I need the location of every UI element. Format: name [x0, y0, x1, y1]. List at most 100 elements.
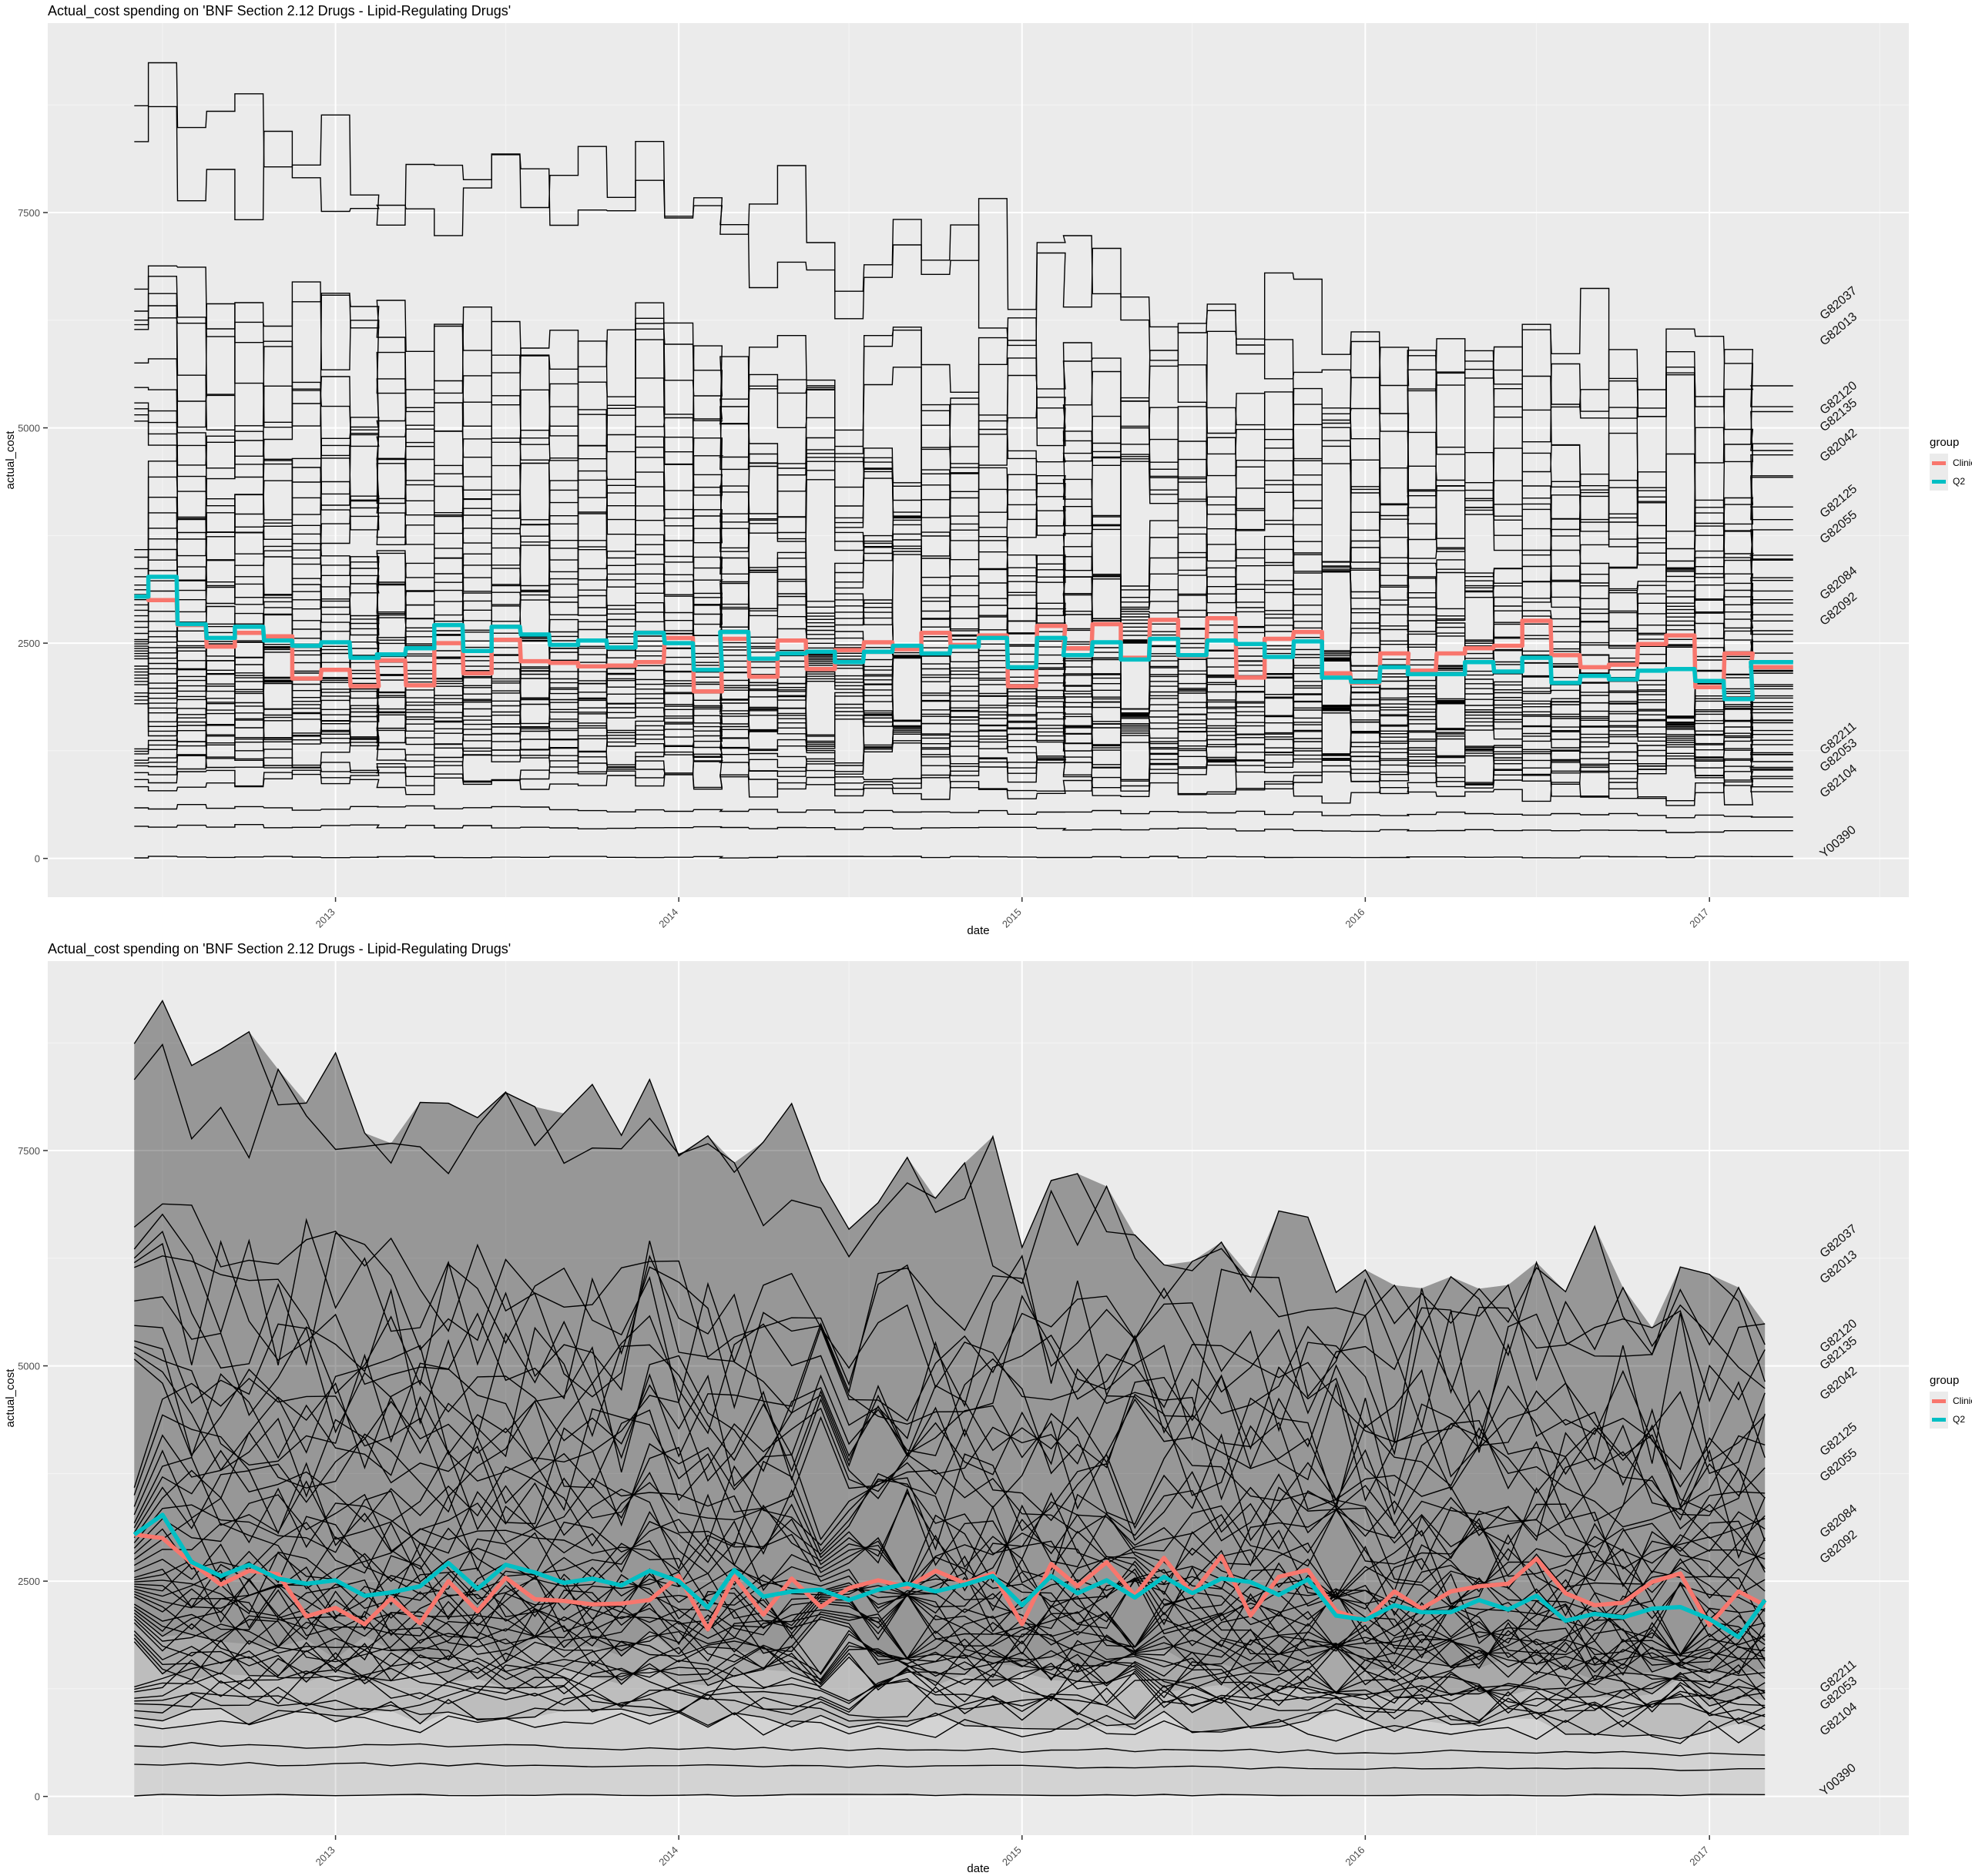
legend-item-clinic: Clinic — [1930, 1392, 1972, 1410]
legend-item-q2: Q2 — [1930, 1410, 1972, 1429]
practice-line — [134, 1669, 1766, 1714]
practice-line — [134, 856, 1793, 859]
practice-line — [133, 1203, 1766, 1475]
practice-line — [133, 1493, 1766, 1604]
practice-line — [134, 1675, 1766, 1723]
practice-line — [133, 1637, 1766, 1700]
x-tick-label: 2013 — [314, 1844, 337, 1868]
practice-line — [134, 1657, 1766, 1713]
practice-line — [134, 1555, 1766, 1646]
legend-item-clinic: Clinic — [1930, 454, 1972, 472]
practice-line — [134, 1680, 1766, 1724]
practice-line — [134, 1652, 1766, 1709]
practice-line — [134, 1583, 1766, 1666]
y-axis-label: actual_cost — [4, 430, 17, 490]
practice-line — [133, 1230, 1766, 1442]
practice-line — [133, 1000, 1766, 1382]
practice-line — [134, 1571, 1766, 1656]
series-line-q2 — [132, 1513, 1767, 1640]
practice-line — [133, 1352, 1766, 1539]
series-line-q2 — [134, 575, 1793, 702]
practice-line — [134, 1794, 1766, 1797]
legend-label-clinic: Clinic — [1953, 457, 1972, 468]
practice-line — [134, 1569, 1766, 1661]
y-tick-label: 5000 — [18, 423, 40, 434]
x-tick-label: 2016 — [1343, 1844, 1367, 1868]
practice-line — [134, 1659, 1766, 1717]
y-tick-label: 0 — [35, 853, 40, 865]
practice-line — [134, 1562, 1766, 1655]
plot-background — [48, 961, 1909, 1835]
legend-key-q2 — [1930, 472, 1948, 491]
practice-line — [134, 1761, 1766, 1771]
practice-line — [133, 1622, 1766, 1686]
top-chart-panel: Actual_cost spending on 'BNF Section 2.1… — [4, 3, 1972, 937]
legend-label-q2: Q2 — [1953, 476, 1966, 487]
practice-line — [134, 804, 1793, 819]
x-tick-label: 2015 — [1000, 906, 1024, 930]
practice-line — [134, 1288, 1766, 1488]
practice-line — [134, 1552, 1766, 1639]
practice-lines — [133, 1000, 1766, 1797]
ribbon-band — [134, 1000, 1766, 1680]
x-tick-label: 2016 — [1343, 906, 1367, 930]
legend-label-q2: Q2 — [1953, 1414, 1966, 1425]
legend-title: group — [1930, 436, 1960, 449]
y-tick-label: 0 — [35, 1791, 40, 1803]
x-tick-label: 2017 — [1687, 1844, 1711, 1868]
practice-line — [134, 1323, 1766, 1513]
ribbon-band — [134, 1000, 1766, 1739]
practice-line — [133, 1358, 1766, 1526]
y-tick-label: 2500 — [18, 638, 40, 649]
practice-line — [133, 1431, 1766, 1574]
practice-line — [134, 552, 1793, 666]
practice-line — [133, 1633, 1766, 1699]
x-axis-label: date — [967, 1862, 989, 1875]
practice-line — [133, 1598, 1766, 1673]
series-line-clinic — [133, 1532, 1766, 1632]
y-axis-label: actual_cost — [4, 1368, 17, 1428]
practice-line — [133, 1580, 1766, 1657]
legend-item-q2: Q2 — [1930, 472, 1972, 491]
practice-line — [134, 1710, 1766, 1744]
practice-line — [134, 1741, 1766, 1757]
y-tick-label: 5000 — [18, 1361, 40, 1372]
practice-lines — [134, 62, 1793, 859]
practice-line — [133, 1449, 1766, 1591]
practice-line — [133, 1417, 1766, 1569]
practice-line — [133, 1449, 1766, 1577]
practice-line — [134, 293, 1793, 505]
practice-line — [133, 1641, 1766, 1707]
x-axis-label: date — [967, 924, 989, 937]
x-tick-label: 2017 — [1687, 906, 1711, 930]
practice-line — [133, 1490, 1766, 1605]
practice-line — [134, 1577, 1766, 1660]
practice-line — [133, 1240, 1766, 1464]
practice-line — [134, 1255, 1766, 1471]
y-tick-label: 7500 — [18, 207, 40, 219]
step-chart: G82037G82013G82120G82135G82042G82125G820… — [4, 23, 1909, 937]
line-chart: G82037G82013G82120G82135G82042G82125G820… — [4, 961, 1909, 1875]
practice-line — [133, 1607, 1766, 1681]
legend-title: group — [1930, 1374, 1960, 1387]
legend-key-clinic — [1930, 1392, 1948, 1410]
practice-line — [134, 1699, 1766, 1740]
series-line-clinic — [134, 594, 1793, 694]
bottom-chart-panel: Actual_cost spending on 'BNF Section 2.1… — [0, 938, 1972, 1876]
x-tick-label: 2014 — [656, 906, 680, 930]
y-tick-label: 2500 — [18, 1576, 40, 1587]
practice-line — [133, 1469, 1766, 1604]
practice-line — [134, 824, 1793, 833]
legend: group Clinic Q2 — [1930, 436, 1972, 491]
chart-title: Actual_cost spending on 'BNF Section 2.1… — [48, 3, 511, 18]
practice-line — [133, 1378, 1766, 1542]
legend-key-q2 — [1930, 1410, 1948, 1429]
practice-line — [133, 1518, 1766, 1617]
legend-key-clinic — [1930, 454, 1948, 472]
practice-line — [133, 1619, 1766, 1679]
practice-line — [133, 1630, 1766, 1697]
practice-line — [133, 1213, 1766, 1430]
x-tick-label: 2014 — [656, 1844, 680, 1868]
x-tick-label: 2013 — [314, 906, 337, 930]
practice-line — [133, 1043, 1766, 1357]
